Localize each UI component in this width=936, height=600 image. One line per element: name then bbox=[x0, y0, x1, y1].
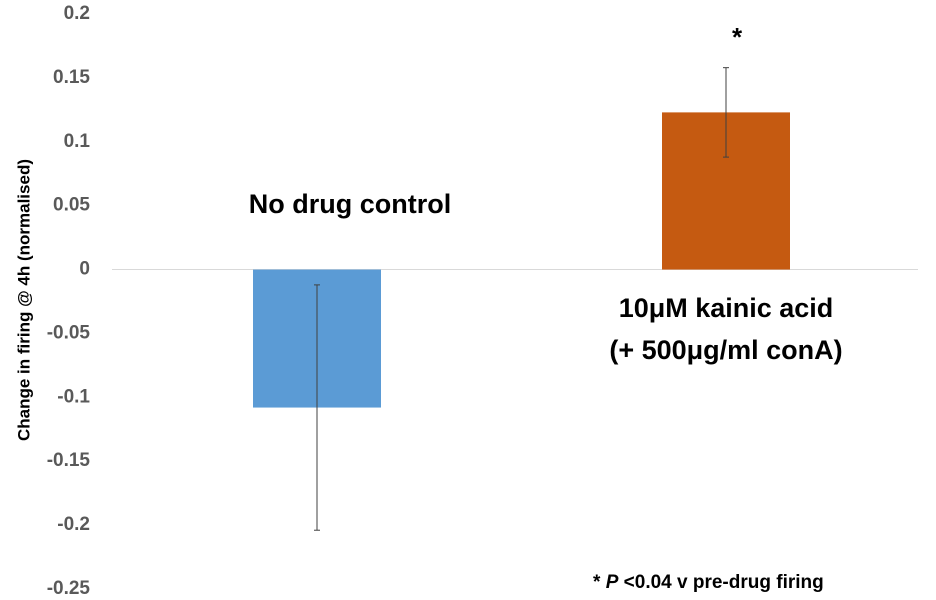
y-tick-label: -0.25 bbox=[47, 578, 91, 599]
y-tick-label: 0.2 bbox=[64, 3, 90, 24]
footnote-text: <0.04 v pre-drug firing bbox=[618, 572, 823, 593]
y-axis-ticks: 0.2 0.15 0.1 0.05 0 -0.05 -0.1 -0.15 -0.2 -0.25 bbox=[47, 3, 91, 599]
y-tick-label: 0.15 bbox=[53, 67, 90, 88]
y-tick-label: 0.05 bbox=[53, 195, 90, 216]
y-tick-label: -0.1 bbox=[57, 386, 90, 407]
y-tick-label: -0.2 bbox=[57, 514, 90, 535]
footnote: * P <0.04 v pre-drug firing bbox=[593, 572, 824, 593]
significance-marker: * bbox=[732, 22, 743, 52]
y-tick-label: 0.1 bbox=[64, 131, 91, 152]
category-label-kainic-acid-line2: (+ 500μg/ml conA) bbox=[609, 335, 842, 365]
footnote-p: P bbox=[606, 572, 619, 593]
y-tick-label: 0 bbox=[79, 259, 90, 280]
y-axis-label: Change in firing @ 4h (normalised) bbox=[14, 159, 33, 441]
y-tick-label: -0.15 bbox=[47, 450, 91, 471]
category-label-kainic-acid-line1: 10μM kainic acid bbox=[619, 293, 834, 323]
y-tick-label: -0.05 bbox=[47, 322, 91, 343]
category-label-no-drug-control: No drug control bbox=[249, 189, 451, 219]
footnote-star: * bbox=[593, 572, 606, 593]
error-bars bbox=[314, 67, 729, 531]
